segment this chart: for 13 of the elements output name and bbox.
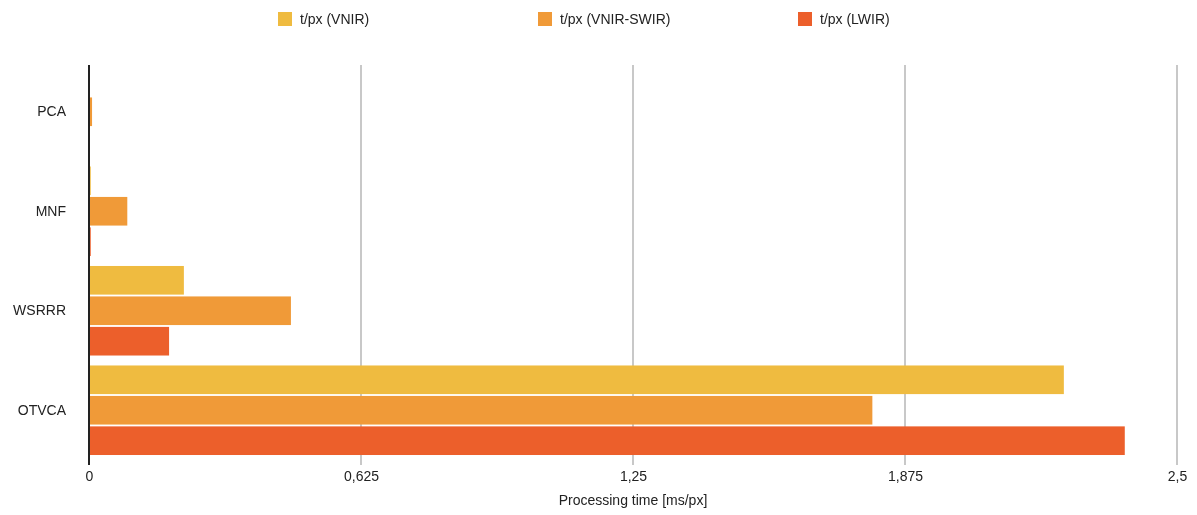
x-tick-label: 0 [85, 467, 94, 484]
x-tick-label: 1,875 [887, 467, 924, 484]
legend-label: t/px (LWIR) [820, 11, 890, 27]
y-tick-label: PCA [37, 103, 67, 120]
y-tick-label: WSRRR [13, 302, 66, 319]
y-tick-label: MNF [35, 202, 66, 219]
x-tick-label: 0,625 [343, 467, 380, 484]
x-axis-title: Processing time [ms/px] [558, 492, 708, 508]
y-tick-label: OTVCA [17, 401, 67, 418]
x-tick-label: 2,5 [1167, 467, 1188, 484]
legend-label: t/px (VNIR-SWIR) [560, 11, 671, 27]
legend-label: t/px (VNIR) [300, 11, 370, 27]
x-tick-label: 1,25 [619, 467, 648, 484]
